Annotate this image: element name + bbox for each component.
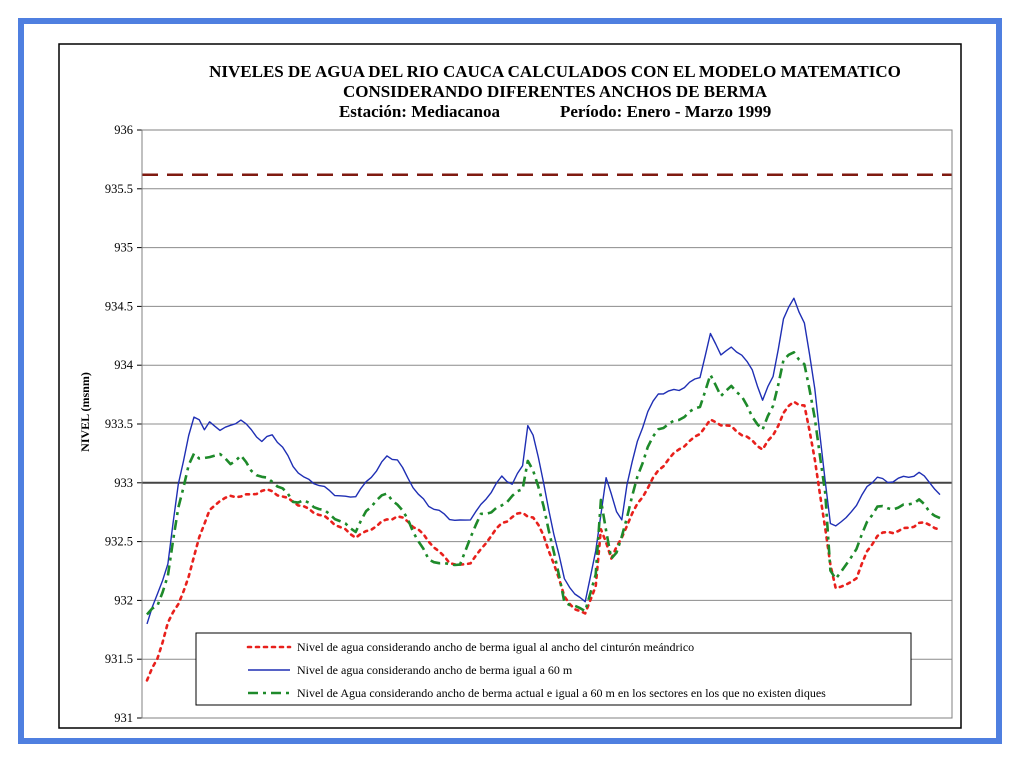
y-tick-label: 931.5 — [105, 652, 133, 666]
chart-title-line-2: CONSIDERANDO DIFERENTES ANCHOS DE BERMA — [343, 82, 768, 101]
plot-border — [141, 129, 953, 719]
chart-title-line-1: NIVELES DE AGUA DEL RIO CAUCA CALCULADOS… — [209, 62, 901, 81]
legend-label-3: Nivel de Agua considerando ancho de berm… — [297, 686, 826, 700]
y-tick-label: 933.5 — [105, 417, 133, 431]
y-tick-label: 932 — [114, 593, 133, 607]
legend-box — [195, 632, 912, 706]
chart-area — [58, 43, 962, 729]
legend: Nivel de agua considerando ancho de berm… — [195, 632, 912, 706]
y-tick-label: 936 — [114, 123, 133, 137]
chart-station-label: Estación: Mediacanoa — [339, 102, 501, 121]
y-axis-label: NIVEL (msnm) — [78, 372, 92, 452]
y-tick-label: 935.5 — [105, 182, 133, 196]
series-line-1 — [145, 400, 942, 682]
legend-label-2: Nivel de agua considerando ancho de berm… — [297, 663, 573, 677]
y-tick-label: 934.5 — [105, 299, 133, 313]
series-line-3 — [146, 351, 941, 616]
y-tick-label: 931 — [114, 711, 133, 725]
y-tick-label: 933 — [114, 476, 133, 490]
series-lines — [145, 297, 942, 682]
chart-period-label: Período: Enero - Marzo 1999 — [560, 102, 771, 121]
y-tick-label: 935 — [114, 241, 133, 255]
series-line-2 — [146, 297, 941, 625]
y-tick-label: 934 — [114, 358, 134, 372]
y-tick-label: 932.5 — [105, 535, 133, 549]
y-axis-ticks: 936 935.5 935 934.5 934 933.5 933 932.5 932 931.5… — [105, 123, 142, 725]
legend-label-1: Nivel de agua considerando ancho de berm… — [297, 640, 694, 654]
